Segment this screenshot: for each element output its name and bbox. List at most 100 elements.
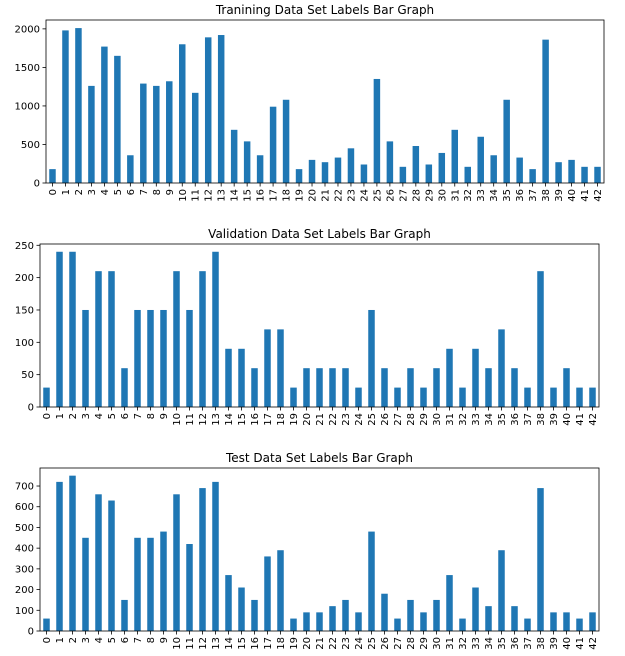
- x-tick-label: 37: [523, 413, 534, 426]
- bar: [433, 368, 440, 407]
- x-tick-label: 39: [554, 189, 565, 202]
- x-tick-label: 8: [146, 413, 157, 419]
- x-tick-label: 31: [445, 413, 456, 426]
- x-tick-label: 15: [237, 637, 248, 650]
- x-tick-label: 26: [385, 189, 396, 202]
- bar: [69, 475, 76, 631]
- y-tick-label: 1000: [15, 101, 40, 112]
- bar: [290, 387, 297, 407]
- x-tick-label: 15: [237, 413, 248, 426]
- x-tick-label: 1: [61, 189, 72, 195]
- x-tick-label: 29: [424, 189, 435, 202]
- bar: [524, 387, 531, 407]
- x-tick-label: 6: [120, 637, 131, 643]
- bar: [225, 575, 232, 631]
- x-tick-label: 24: [354, 413, 365, 426]
- bar: [537, 271, 544, 407]
- y-tick-label: 600: [15, 502, 34, 513]
- bar: [114, 55, 121, 184]
- x-tick-label: 30: [432, 413, 443, 426]
- x-tick-label: 24: [359, 189, 370, 202]
- y-tick-label: 2000: [15, 24, 40, 35]
- bar: [173, 494, 180, 631]
- x-tick-label: 35: [502, 189, 513, 202]
- bar: [451, 129, 459, 183]
- x-tick-label: 4: [94, 413, 105, 419]
- bar: [459, 387, 466, 407]
- x-tick-label: 26: [380, 413, 391, 426]
- x-tick-label: 1: [55, 413, 66, 419]
- bar: [386, 141, 394, 183]
- bar: [329, 606, 336, 631]
- x-tick-label: 12: [198, 637, 209, 650]
- x-tick-label: 14: [224, 413, 235, 426]
- bar: [368, 309, 375, 407]
- bar: [550, 612, 557, 631]
- bar: [186, 309, 193, 407]
- bar: [360, 164, 368, 183]
- bar: [101, 46, 108, 184]
- x-tick-label: 9: [159, 637, 170, 643]
- x-tick-label: 28: [406, 413, 417, 426]
- bar: [191, 92, 199, 183]
- bar: [43, 618, 50, 631]
- x-tick-label: 27: [393, 637, 404, 650]
- bar: [204, 37, 212, 184]
- bar: [199, 488, 206, 631]
- y-tick-label: 250: [15, 241, 34, 252]
- bar: [446, 575, 453, 631]
- x-tick-label: 0: [48, 189, 59, 195]
- x-tick-label: 24: [354, 637, 365, 650]
- x-tick-label: 12: [204, 189, 215, 202]
- x-tick-label: 38: [536, 637, 547, 650]
- y-tick-label: 200: [15, 585, 34, 596]
- x-tick-label: 1: [55, 637, 66, 643]
- bar: [199, 271, 206, 407]
- bar: [589, 612, 596, 631]
- bar: [88, 85, 95, 183]
- x-tick-label: 6: [120, 413, 131, 419]
- bar: [412, 146, 420, 183]
- bar: [108, 271, 115, 407]
- bar: [179, 44, 186, 183]
- x-tick-label: 27: [398, 189, 409, 202]
- x-tick-label: 26: [380, 637, 391, 650]
- chart-title: Validation Data Set Labels Bar Graph: [208, 227, 431, 241]
- bar: [277, 329, 284, 407]
- x-tick-label: 29: [419, 637, 430, 650]
- bar: [75, 28, 82, 184]
- bar: [243, 141, 251, 183]
- x-tick-label: 12: [198, 413, 209, 426]
- y-tick-label: 300: [15, 564, 34, 575]
- x-tick-label: 42: [593, 189, 604, 202]
- x-tick-label: 38: [536, 413, 547, 426]
- x-tick-label: 19: [295, 189, 306, 202]
- y-tick-label: 50: [21, 370, 34, 381]
- x-tick-label: 16: [250, 413, 261, 426]
- bar: [290, 618, 297, 631]
- bar: [355, 387, 362, 407]
- bar: [381, 368, 388, 407]
- bar: [121, 368, 128, 407]
- bar: [524, 618, 531, 631]
- x-tick-label: 34: [484, 637, 495, 650]
- x-tick-label: 7: [133, 637, 144, 643]
- y-tick-label: 0: [34, 179, 40, 190]
- bar: [277, 550, 284, 631]
- bar: [511, 606, 518, 631]
- bar: [134, 309, 141, 407]
- bar: [381, 593, 388, 631]
- bar: [498, 550, 505, 631]
- x-tick-label: 3: [87, 189, 98, 195]
- bar: [446, 348, 453, 407]
- chart-title: Test Data Set Labels Bar Graph: [225, 451, 413, 465]
- x-tick-label: 37: [528, 189, 539, 202]
- x-tick-label: 8: [146, 637, 157, 643]
- bar: [82, 537, 89, 631]
- x-tick-label: 25: [367, 413, 378, 426]
- bar: [230, 129, 238, 183]
- x-tick-label: 3: [81, 637, 92, 643]
- bar: [555, 162, 562, 183]
- x-tick-label: 0: [42, 413, 53, 419]
